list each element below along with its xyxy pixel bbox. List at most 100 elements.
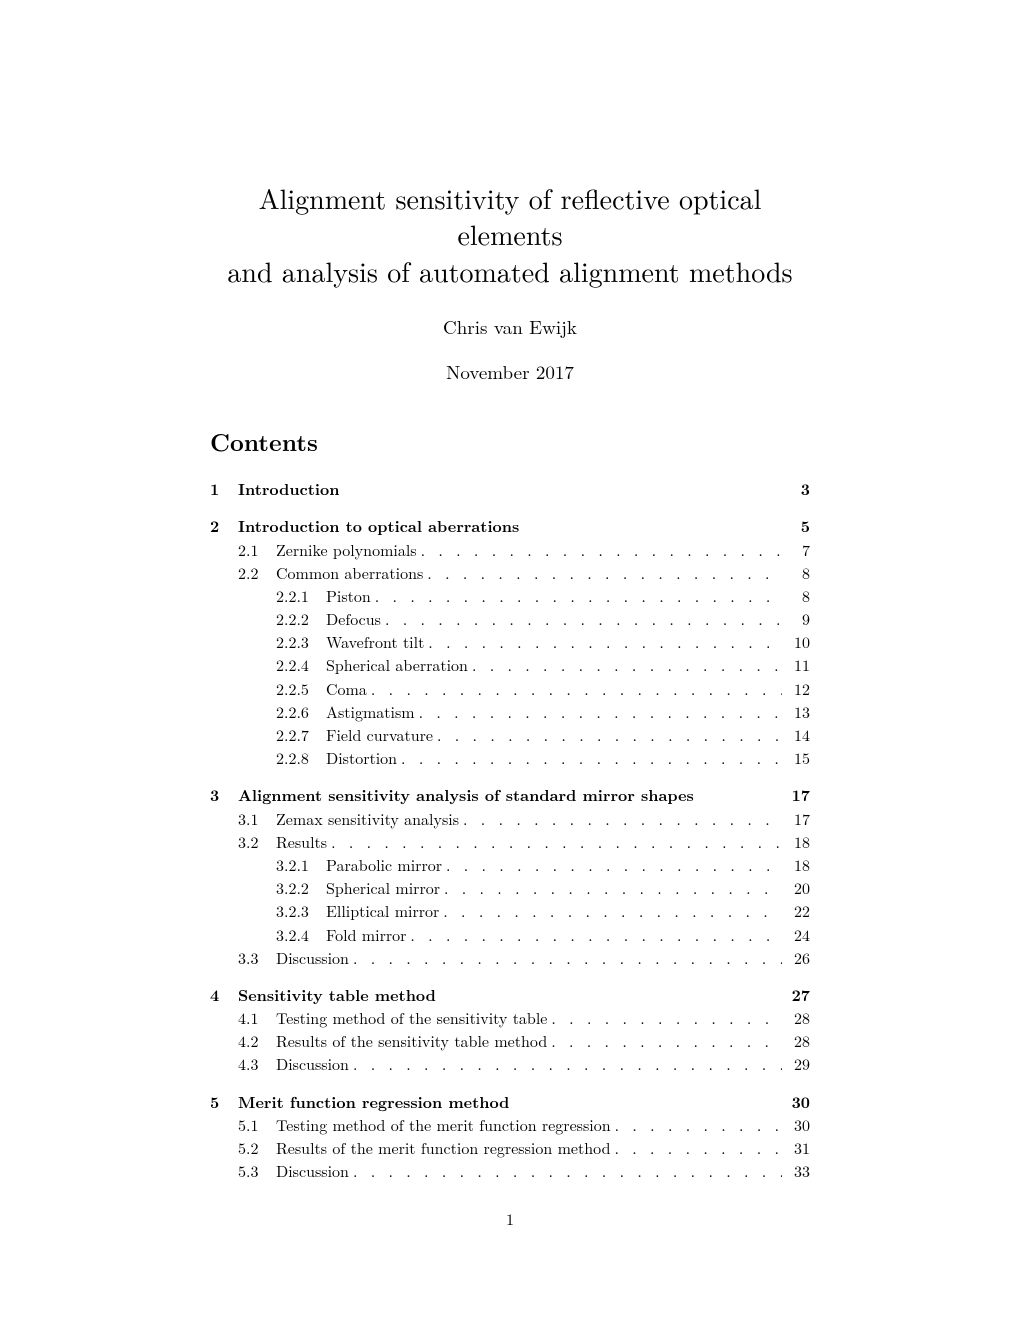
toc-entry-page: 28 [782, 1029, 810, 1052]
toc-dot-leader [547, 1029, 782, 1052]
toc-entry-label: Coma [326, 677, 367, 700]
toc-entry-page: 28 [782, 1006, 810, 1029]
toc-entry-number: 5.2 [238, 1136, 276, 1159]
toc-entry-number: 3.2 [238, 830, 276, 853]
toc-entry-number: 4.1 [238, 1006, 276, 1029]
toc-entry-page: 24 [782, 923, 810, 946]
toc-section: 4Sensitivity table method 274.1Testing me… [210, 983, 810, 1076]
toc-dot-leader [417, 538, 782, 561]
toc-entry-number: 4.2 [238, 1029, 276, 1052]
toc-entry-page: 9 [782, 607, 810, 630]
toc-entry: 2.2.5Coma12 [210, 677, 810, 700]
toc-dot-leader [611, 1113, 782, 1136]
toc-dot-leader [468, 653, 782, 676]
toc-dot-leader [440, 876, 782, 899]
toc-entry-page: 30 [782, 1113, 810, 1136]
toc-entry-number: 3.2.1 [276, 853, 326, 876]
toc-dot-leader [381, 607, 782, 630]
toc-entry: 2Introduction to optical aberrations5 [210, 514, 810, 537]
toc-entry-label: Discussion [276, 1052, 349, 1075]
toc-entry-page: 17 [782, 807, 810, 830]
toc-entry-label: Spherical aberration [326, 653, 468, 676]
toc-entry-label: Zernike polynomials [276, 538, 417, 561]
toc-entry-label: Distortion [326, 746, 397, 769]
toc-entry-number: 2.2.3 [276, 630, 326, 653]
toc-entry-number: 2.2.5 [276, 677, 326, 700]
document-page: Alignment sensitivity of reflective opti… [0, 0, 1020, 1182]
toc-entry: 3.2.3Elliptical mirror22 [210, 899, 810, 922]
document-author: Chris van Ewijk [210, 313, 810, 340]
toc-entry: 3.2Results 18 [210, 830, 810, 853]
toc-entry: 4Sensitivity table method 27 [210, 983, 810, 1006]
toc-entry: 2.2.1Piston8 [210, 584, 810, 607]
toc-entry-label: Parabolic mirror [326, 853, 442, 876]
toc-dot-leader [610, 1136, 782, 1159]
toc-entry-page: 5 [782, 514, 810, 537]
toc-entry: 5.1Testing method of the merit function … [210, 1113, 810, 1136]
toc-dot-leader [327, 830, 782, 853]
toc-entry: 3.2.2Spherical mirror20 [210, 876, 810, 899]
toc-entry-label: Sensitivity table method [238, 983, 436, 1006]
toc-dot-leader [442, 853, 782, 876]
toc-entry: 4.1Testing method of the sensitivity tab… [210, 1006, 810, 1029]
toc-entry: 5.2Results of the merit function regress… [210, 1136, 810, 1159]
toc-entry-number: 2.1 [238, 538, 276, 561]
toc-entry-label: Results [276, 830, 327, 853]
toc-entry-number: 5 [210, 1090, 238, 1113]
toc-entry-label: Piston [326, 584, 371, 607]
toc-entry-number: 2.2.1 [276, 584, 326, 607]
toc-dot-leader [367, 677, 782, 700]
toc-entry-number: 2.2.7 [276, 723, 326, 746]
toc-entry-page: 8 [782, 561, 810, 584]
toc-entry-number: 3.2.3 [276, 899, 326, 922]
toc-entry-page: 18 [782, 830, 810, 853]
toc-entry-number: 2.2.4 [276, 653, 326, 676]
toc-entry-number: 3.1 [238, 807, 276, 830]
toc-entry-page: 11 [782, 653, 810, 676]
toc-entry-number: 2 [210, 514, 238, 537]
toc-section: 5Merit function regression method305.1Te… [210, 1090, 810, 1183]
toc-entry: 2.2Common aberrations8 [210, 561, 810, 584]
toc-entry-page: 33 [782, 1159, 810, 1182]
toc-entry-label: Field curvature [326, 723, 433, 746]
toc-entry-page: 26 [782, 946, 810, 969]
toc-entry: 5Merit function regression method30 [210, 1090, 810, 1113]
toc-dot-leader [349, 946, 782, 969]
toc-entry-page: 30 [782, 1090, 810, 1113]
toc-entry: 1Introduction3 [210, 477, 810, 500]
title-line-1: Alignment sensitivity of reflective opti… [259, 178, 762, 254]
toc-entry-label: Discussion [276, 1159, 349, 1182]
toc-dot-leader [397, 746, 782, 769]
toc-dot-leader [423, 561, 782, 584]
toc-entry: 2.2.2Defocus9 [210, 607, 810, 630]
toc-entry-page: 3 [782, 477, 810, 500]
toc-entry: 3.3Discussion26 [210, 946, 810, 969]
toc-entry-page: 18 [782, 853, 810, 876]
toc-entry-label: Astigmatism [326, 700, 415, 723]
toc-entry-number: 2.2.6 [276, 700, 326, 723]
toc-entry-label: Spherical mirror [326, 876, 440, 899]
toc-entry-number: 2.2 [238, 561, 276, 584]
toc-entry: 5.3Discussion 33 [210, 1159, 810, 1182]
toc-entry-number: 3.2.4 [276, 923, 326, 946]
toc-entry-label: Testing method of the merit function reg… [276, 1113, 611, 1136]
toc-entry-page: 17 [782, 783, 810, 806]
toc-entry-page: 14 [782, 723, 810, 746]
toc-dot-leader [349, 1159, 782, 1182]
toc-entry-number: 4 [210, 983, 238, 1006]
toc-entry-page: 27 [782, 983, 810, 1006]
toc-entry-label: Elliptical mirror [326, 899, 439, 922]
toc-entry: 2.2.6Astigmatism13 [210, 700, 810, 723]
table-of-contents: 1Introduction3 2Introduction to optical a… [210, 477, 810, 1182]
toc-dot-leader [459, 807, 782, 830]
title-line-2: and analysis of automated alignment meth… [227, 251, 792, 291]
toc-section: 2Introduction to optical aberrations52.1… [210, 514, 810, 769]
toc-entry-number: 5.1 [238, 1113, 276, 1136]
toc-entry-page: 10 [782, 630, 810, 653]
toc-entry-number: 5.3 [238, 1159, 276, 1182]
contents-heading: Contents [210, 425, 810, 459]
document-date: November 2017 [210, 358, 810, 385]
toc-entry-label: Results of the sensitivity table method [276, 1029, 547, 1052]
toc-entry-number: 1 [210, 477, 238, 500]
toc-entry-number: 2.2.2 [276, 607, 326, 630]
